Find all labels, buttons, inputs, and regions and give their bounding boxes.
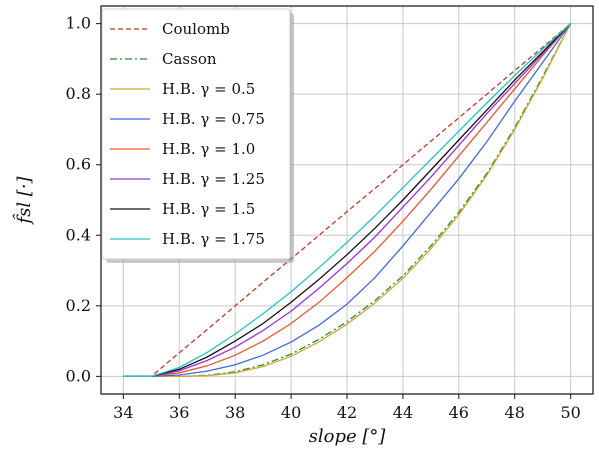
series-line-4 bbox=[123, 23, 572, 378]
legend-label-7: H.B. γ = 1.75 bbox=[162, 230, 265, 248]
x-tick-label: 44 bbox=[393, 403, 413, 422]
x-tick-label: 34 bbox=[113, 403, 133, 422]
y-tick-label: 0.6 bbox=[66, 155, 91, 174]
legend-label-5: H.B. γ = 1.25 bbox=[162, 170, 265, 188]
legend: Coulomb Casson H.B. γ = 0.5 H.B. γ = 0.75 H.… bbox=[101, 8, 294, 263]
series-line-1 bbox=[123, 23, 572, 378]
y-tick-label: 0.2 bbox=[66, 296, 91, 315]
series-line-2 bbox=[123, 23, 572, 378]
x-tick-label: 36 bbox=[169, 403, 189, 422]
y-tick-label: 0.4 bbox=[66, 225, 91, 244]
y-axis-label: f̂sl [·] bbox=[12, 175, 35, 225]
x-axis-label: slope [°] bbox=[309, 426, 387, 447]
x-tick-label: 46 bbox=[449, 403, 469, 422]
x-tick-label: 38 bbox=[225, 403, 245, 422]
series-line-6 bbox=[123, 23, 572, 378]
x-axis: 34 36 38 40 42 44 46 48 50 bbox=[113, 394, 581, 422]
legend-label-4: H.B. γ = 1.0 bbox=[162, 140, 255, 158]
legend-label-2: H.B. γ = 0.5 bbox=[162, 80, 255, 98]
x-tick-label: 40 bbox=[281, 403, 301, 422]
series-line-3 bbox=[123, 23, 572, 378]
series-group bbox=[123, 23, 572, 378]
series-line-5 bbox=[123, 23, 572, 378]
x-tick-label: 50 bbox=[560, 403, 580, 422]
y-tick-label: 0.8 bbox=[66, 84, 91, 103]
y-axis: 0.0 0.2 0.4 0.6 0.8 1.0 bbox=[66, 14, 101, 385]
y-tick-label: 1.0 bbox=[66, 14, 91, 33]
legend-box bbox=[101, 8, 291, 260]
legend-label-0: Coulomb bbox=[162, 20, 230, 38]
legend-label-3: H.B. γ = 0.75 bbox=[162, 110, 265, 128]
y-tick-label: 0.0 bbox=[66, 366, 91, 385]
series-line-7 bbox=[123, 23, 572, 378]
legend-label-1: Casson bbox=[162, 50, 217, 68]
x-tick-label: 42 bbox=[337, 403, 357, 422]
legend-label-6: H.B. γ = 1.5 bbox=[162, 200, 255, 218]
x-tick-label: 48 bbox=[505, 403, 525, 422]
series-line-0 bbox=[123, 23, 572, 378]
